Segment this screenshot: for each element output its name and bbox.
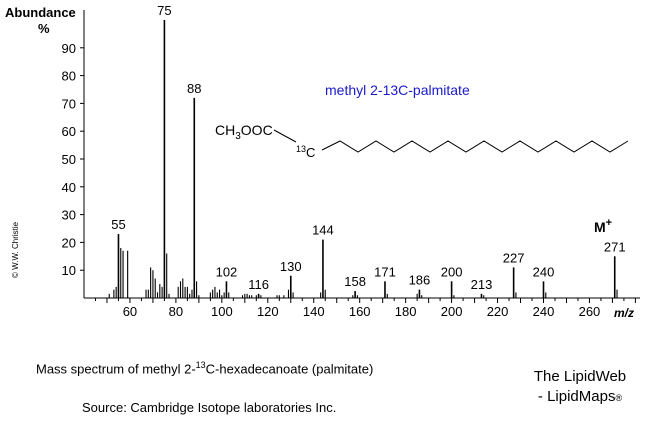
x-tick-label: 80 (169, 304, 183, 319)
brand-line-2-text: - LipidMaps (537, 388, 616, 405)
peak-label: 213 (471, 277, 493, 292)
structure-carbon: C (306, 145, 315, 160)
y-axis-unit: % (38, 21, 50, 36)
y-tick-label: 50 (62, 152, 76, 167)
caption-isotope-number: 13 (195, 360, 206, 370)
molecular-ion-charge: + (606, 217, 612, 229)
y-tick-label: 80 (62, 69, 76, 84)
y-axis-label: Abundance (5, 5, 76, 20)
molecular-ion-symbol: M (594, 219, 606, 235)
copyright-note: © W.W. Christie (11, 221, 20, 278)
x-tick-label: 120 (257, 304, 279, 319)
y-tick-label: 20 (62, 235, 76, 250)
brand-line-1: The LipidWeb (533, 368, 627, 385)
x-tick-label: 160 (349, 304, 371, 319)
y-tick-label: 60 (62, 124, 76, 139)
x-tick-label: 180 (395, 304, 417, 319)
structure-ester-group: CH3OOC (215, 122, 273, 142)
peak-label: 271 (604, 239, 626, 254)
structure-bond (273, 129, 297, 143)
mass-spectrum-chart: Abundance % © W.W. Christie methyl 2-13C… (5, 3, 640, 320)
x-axis-label: m/z (614, 306, 634, 320)
peak-label: 171 (374, 264, 396, 279)
structure-ch: CH (215, 122, 235, 138)
lipidweb-brand: The LipidWeb - LipidMaps® (520, 368, 640, 405)
y-tick-label: 10 (62, 263, 76, 278)
structure-diagram: CH3OOC 13C (215, 122, 629, 160)
y-tick-label: 30 (62, 208, 76, 223)
x-tick-label: 220 (487, 304, 509, 319)
peak-label: 88 (187, 81, 201, 96)
y-tick-label: 40 (62, 180, 76, 195)
y-tick-label: 90 (62, 41, 76, 56)
peak-layer (108, 20, 618, 298)
peak-label: 102 (216, 264, 238, 279)
x-tick-label: 260 (579, 304, 601, 319)
peak-label: 227 (503, 250, 525, 265)
peak-label: 116 (248, 277, 269, 292)
tick-layer: 10 20 30 40 50 60 70 80 90 60 80 100 120 140 160 180 200… (62, 41, 636, 319)
structure-ooc: OOC (241, 122, 273, 138)
y-tick-label: 70 (62, 96, 76, 111)
structure-alkyl-chain (321, 140, 629, 153)
peak-label: 144 (312, 223, 334, 238)
x-tick-label: 200 (441, 304, 463, 319)
peak-label: 240 (533, 264, 555, 279)
registered-mark: ® (615, 393, 623, 403)
peak-label: 130 (280, 259, 302, 274)
peak-label: 186 (409, 273, 431, 288)
structure-subscript: 3 (235, 131, 241, 142)
caption-suffix: C-hexadecanoate (palmitate) (205, 361, 374, 377)
caption-prefix: Mass spectrum of methyl 2- (36, 361, 196, 377)
x-tick-label: 140 (303, 304, 325, 319)
peak-label-layer: 55 75 88 102 116 130 144 158 171 186 200 213 227 240 2… (111, 3, 625, 292)
molecular-ion-label: M+ (594, 217, 612, 235)
brand-line-2: - LipidMaps® (520, 388, 640, 405)
x-tick-label: 240 (533, 304, 555, 319)
x-tick-label: 100 (211, 304, 233, 319)
peak-label: 55 (111, 217, 125, 232)
source-note: Source: Cambridge Isotope laboratories I… (82, 400, 337, 415)
peak-label: 75 (157, 3, 171, 18)
structure-labeled-carbon: 13C (296, 144, 315, 160)
spectrum-caption: Mass spectrum of methyl 2-13C-hexadecano… (36, 360, 373, 376)
structure-isotope-number: 13 (296, 144, 306, 154)
chart-title: methyl 2-13C-palmitate (325, 82, 470, 98)
peak-label: 158 (344, 274, 366, 289)
x-tick-label: 60 (123, 304, 137, 319)
peak-label: 200 (441, 264, 463, 279)
